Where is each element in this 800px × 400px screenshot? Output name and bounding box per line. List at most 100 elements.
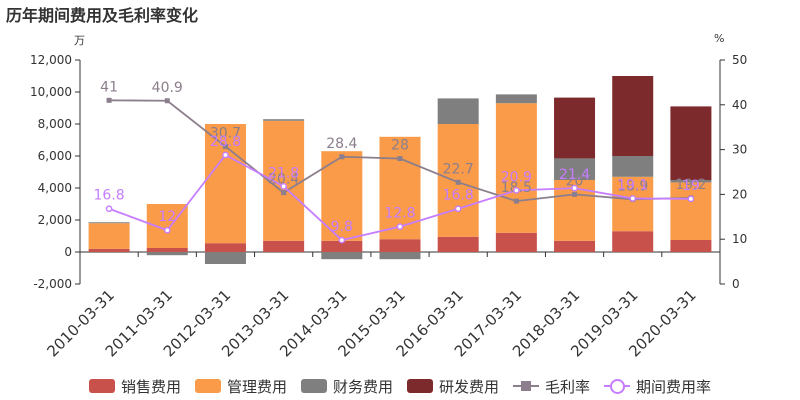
y-right-tick-label: 10 [732, 232, 747, 246]
period-expense-point [280, 183, 287, 190]
period-expense-point [222, 151, 229, 159]
bar-finance [670, 180, 712, 183]
period-expense-label: 12 [158, 209, 176, 225]
gross-margin-label: 22.7 [443, 161, 474, 177]
gross-margin-label: 28 [391, 138, 409, 154]
period-expense-label: 21.4 [559, 167, 590, 183]
period-expense-point [454, 205, 462, 213]
legend-item[interactable]: 毛利率 [513, 376, 590, 397]
y-left-tick-label: 8,000 [38, 117, 72, 131]
period-expense-point [338, 236, 346, 244]
bar-finance [612, 156, 654, 177]
legend-line-key [513, 379, 540, 393]
gross-margin-point [572, 191, 578, 197]
period-expense-label: 21.8 [268, 165, 299, 181]
legend-line-key [604, 379, 631, 394]
y-left-tick-label: -2,000 [33, 277, 72, 291]
gross-margin-point [106, 97, 112, 103]
gross-margin-point [513, 198, 519, 204]
bar-sales [146, 248, 188, 252]
bar-rd [612, 76, 654, 156]
legend-label: 期间费用率 [636, 377, 712, 396]
period-expense-point [571, 184, 578, 192]
gross-margin-point [339, 154, 345, 160]
legend-swatch [194, 379, 221, 393]
bar-finance [263, 119, 305, 121]
gross-margin-point [281, 190, 287, 196]
y-right-tick-label: 20 [732, 187, 747, 201]
y-left-tick-label: 4,000 [38, 181, 72, 195]
bar-sales [88, 248, 130, 252]
period-expense-point [629, 195, 637, 202]
bar-sales [554, 240, 596, 252]
legend-item[interactable]: 财务费用 [300, 376, 393, 397]
period-expense-label: 12.8 [384, 206, 415, 222]
y-right-tick-label: 30 [732, 143, 747, 157]
period-expense-label: 20.9 [501, 169, 532, 185]
bar-finance [146, 252, 188, 256]
bar-finance [379, 252, 421, 260]
period-expense-label: 19 [682, 178, 700, 194]
period-expense-point [105, 205, 113, 213]
y-left-tick-label: 6,000 [38, 149, 72, 163]
y-right-tick-label: 40 [732, 98, 747, 112]
y-left-tick-label: 10,000 [30, 85, 72, 99]
gross-margin-label: 20 [566, 173, 584, 189]
period-expense-point [687, 195, 695, 203]
bar-sales [204, 243, 246, 252]
chart-canvas: -2,000 0 2,000 4,000 6,000 8,000 10,000 12,000 0… [30, 53, 747, 360]
bar-sales [612, 231, 654, 252]
gross-margin-label: 28.4 [326, 136, 357, 152]
gross-margin-point [222, 143, 228, 149]
bar-rd [554, 97, 596, 159]
legend-label: 管理费用 [226, 377, 287, 396]
period-expense-label: 16.8 [443, 188, 474, 204]
period-expense-label: 16.8 [94, 188, 125, 204]
legend-label: 毛利率 [545, 377, 591, 396]
legend-item[interactable]: 管理费用 [194, 376, 287, 397]
bar-finance [204, 252, 246, 264]
period-expense-point [163, 226, 171, 234]
gross-margin-label: 18.9 [617, 178, 648, 194]
bar-sales [437, 236, 479, 252]
gross-margin-label: 41 [100, 79, 118, 95]
gross-margin-point [455, 179, 461, 185]
gross-margin-label: 19.2 [675, 177, 706, 193]
legend-label: 销售费用 [120, 377, 181, 396]
bar-sales [670, 240, 712, 252]
y-right-tick-label: 50 [732, 53, 747, 67]
y-left-tick-label: 0 [64, 245, 72, 259]
y-left-tick-label: 2,000 [38, 213, 72, 227]
chart-legend: 销售费用 管理费用 财务费用 研发费用 毛利率 期间费用率 [0, 374, 800, 398]
bar-sales [321, 240, 363, 252]
y-left-tick-label: 12,000 [30, 53, 72, 67]
period-expense-point [513, 187, 520, 194]
right-axis-unit: % [714, 32, 725, 45]
legend-swatch [407, 379, 433, 393]
bar-admin [612, 176, 654, 232]
period-expense-label: 9.8 [331, 219, 353, 235]
legend-item[interactable]: 期间费用率 [604, 376, 711, 397]
bar-admin [88, 223, 130, 249]
legend-swatch [300, 379, 327, 393]
legend-label: 财务费用 [332, 377, 393, 396]
gross-margin-point [397, 156, 403, 162]
gross-margin-label: 40.9 [152, 80, 183, 96]
bar-sales [495, 232, 537, 252]
bar-finance [321, 252, 363, 260]
legend-item[interactable]: 研发费用 [407, 376, 499, 397]
period-expense-point [396, 223, 404, 230]
period-expense-label: 19.1 [617, 177, 648, 193]
bar-rd [670, 106, 712, 180]
period-expense-label: 28.8 [210, 134, 241, 150]
left-axis-unit: 万 [74, 34, 85, 47]
gross-margin-label: 20.4 [268, 172, 299, 188]
bar-finance [437, 98, 479, 124]
legend-item[interactable]: 销售费用 [88, 376, 181, 397]
gross-margin-label: 30.7 [210, 125, 241, 141]
chart-title: 历年期间费用及毛利率变化 [6, 6, 199, 25]
bar-admin [670, 182, 712, 240]
legend-label: 研发费用 [439, 377, 500, 396]
y-right-tick-label: 0 [732, 277, 740, 291]
bar-finance [88, 222, 130, 224]
